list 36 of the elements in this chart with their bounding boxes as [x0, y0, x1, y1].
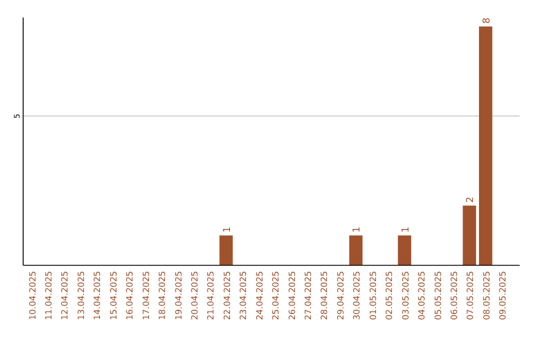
x-tick-label: 23.04.2025: [239, 271, 250, 320]
x-tick-label: 11.04.2025: [44, 271, 54, 320]
x-tick-label: 21.04.2025: [206, 271, 217, 320]
data-label: 1: [400, 226, 412, 233]
x-tick-label: 24.04.2025: [255, 271, 266, 320]
x-tick-label: 15.04.2025: [109, 271, 120, 320]
x-tick-label: 09.05.2025: [498, 271, 509, 320]
x-tick-label: 26.04.2025: [288, 271, 298, 320]
x-tick-label: 04.05.2025: [418, 271, 428, 320]
x-tick-label: 22.04.2025: [222, 271, 233, 320]
x-tick-label: 30.04.2025: [352, 271, 363, 320]
x-tick-label: 01.05.2025: [368, 271, 379, 320]
x-tick-label: 19.04.2025: [174, 271, 184, 320]
x-tick-label: 27.04.2025: [304, 271, 314, 320]
x-tick-label: 03.05.2025: [401, 271, 412, 320]
x-tick-label: 14.04.2025: [93, 271, 104, 320]
data-label: 2: [465, 196, 476, 203]
x-tick-label: 17.04.2025: [142, 271, 152, 320]
x-tick-label: 07.05.2025: [466, 271, 476, 320]
x-tick-label: 06.05.2025: [450, 271, 460, 320]
x-tick-label: 16.04.2025: [126, 271, 136, 320]
x-tick-label: 25.04.2025: [272, 271, 282, 320]
x-tick-label: 05.05.2025: [434, 271, 444, 320]
x-tick-label: 29.04.2025: [336, 271, 346, 320]
y-tick-label: 5: [12, 113, 22, 118]
x-tick-label: 13.04.2025: [76, 271, 87, 320]
x-tick-label: 20.04.2025: [190, 271, 200, 320]
x-tick-label: 02.05.2025: [385, 271, 396, 320]
data-label: 8: [481, 18, 492, 24]
x-tick-label: 10.04.2025: [28, 271, 38, 320]
data-label: 1: [352, 226, 363, 233]
x-tick-label: 08.05.2025: [482, 271, 492, 320]
x-tick-label: 18.04.2025: [158, 271, 168, 320]
data-label: 1: [222, 226, 233, 233]
x-tick-label: 28.04.2025: [320, 271, 330, 320]
x-tick-label: 12.04.2025: [60, 271, 71, 320]
